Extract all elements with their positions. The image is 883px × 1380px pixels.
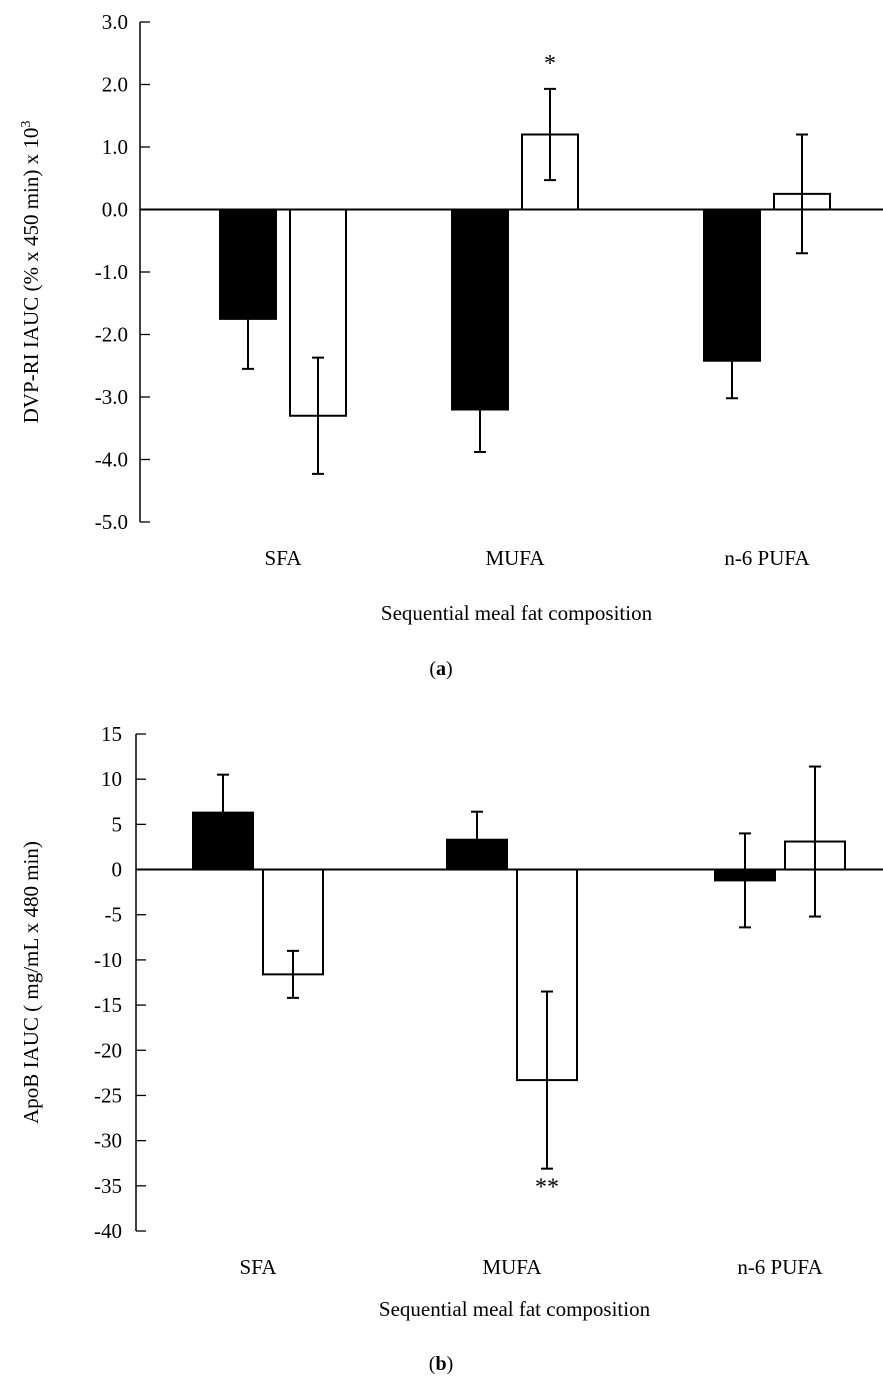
- panel-a-label: (a): [429, 658, 452, 680]
- panel-b-y-tick-label: -35: [94, 1174, 122, 1198]
- panel-b-x-category-label: n-6 PUFA: [737, 1255, 823, 1279]
- panel-a-significance-marker: *: [544, 51, 556, 77]
- panel-b-y-tick-label: -30: [94, 1129, 122, 1153]
- panel-b-y-tick-label: 10: [101, 767, 122, 791]
- panel-a-y-tick-label: -1.0: [95, 260, 128, 284]
- panel-b-label: (b): [429, 1353, 453, 1375]
- panel-a-x-category-label: n-6 PUFA: [724, 546, 810, 570]
- panel-a-y-tick-label: -3.0: [95, 385, 128, 409]
- panel-a-y-tick-label: -2.0: [95, 323, 128, 347]
- panel-a-y-tick-label: 0.0: [102, 198, 128, 222]
- panel-a-y-axis-title: DVP-RI IAUC (% x 450 min) x 103: [19, 121, 43, 424]
- panel-b-y-tick-label: -10: [94, 948, 122, 972]
- panel-a-chart: 3.0 2.0 1.0 0.0 -1.0 -2.0 -3.0 -4.0 -5.0 * SFA MUFA…: [19, 10, 883, 680]
- panel-b-y-tick-label: 15: [101, 722, 122, 746]
- panel-a-y-tick-label: -4.0: [95, 448, 128, 472]
- panel-b-y-tick-label: -25: [94, 1083, 122, 1107]
- panel-b-y-tick-label: 5: [112, 812, 123, 836]
- panel-a-label-letter: a: [436, 658, 446, 680]
- panel-a-x-axis-title: Sequential meal fat composition: [381, 601, 653, 625]
- panel-b-y-tick-label: -5: [105, 903, 123, 927]
- panel-b-y-tick-label: -40: [94, 1219, 122, 1243]
- panel-a-y-axis-title-superscript: 3: [19, 121, 34, 128]
- panel-b-y-tick-label: -20: [94, 1038, 122, 1062]
- panel-b-x-axis-title: Sequential meal fat composition: [379, 1297, 651, 1321]
- panel-b-y-tick-label: 0: [112, 858, 123, 882]
- panel-b-label-letter: b: [435, 1353, 446, 1375]
- panel-b-chart: 15 10 5 0 -5 -10 -15 -20 -25 -30 -35 -40 ** SFA MUFA n-…: [19, 722, 883, 1375]
- panel-a-y-tick-label: 3.0: [102, 10, 128, 34]
- panel-a-y-tick-label: 2.0: [102, 73, 128, 97]
- panel-a-y-tick-label: -5.0: [95, 510, 128, 534]
- panel-a-y-tick-label: 1.0: [102, 135, 128, 159]
- panel-b-y-tick-label: -15: [94, 993, 122, 1017]
- panel-b-x-category-label: SFA: [240, 1255, 278, 1279]
- panel-b-x-category-label: MUFA: [482, 1255, 542, 1279]
- panel-b-y-axis-title: ApoB IAUC ( mg/mL x 480 min): [19, 841, 43, 1124]
- panel-b-significance-marker: **: [535, 1175, 559, 1201]
- panel-a-x-category-label: SFA: [265, 546, 303, 570]
- panel-a-x-category-label: MUFA: [485, 546, 545, 570]
